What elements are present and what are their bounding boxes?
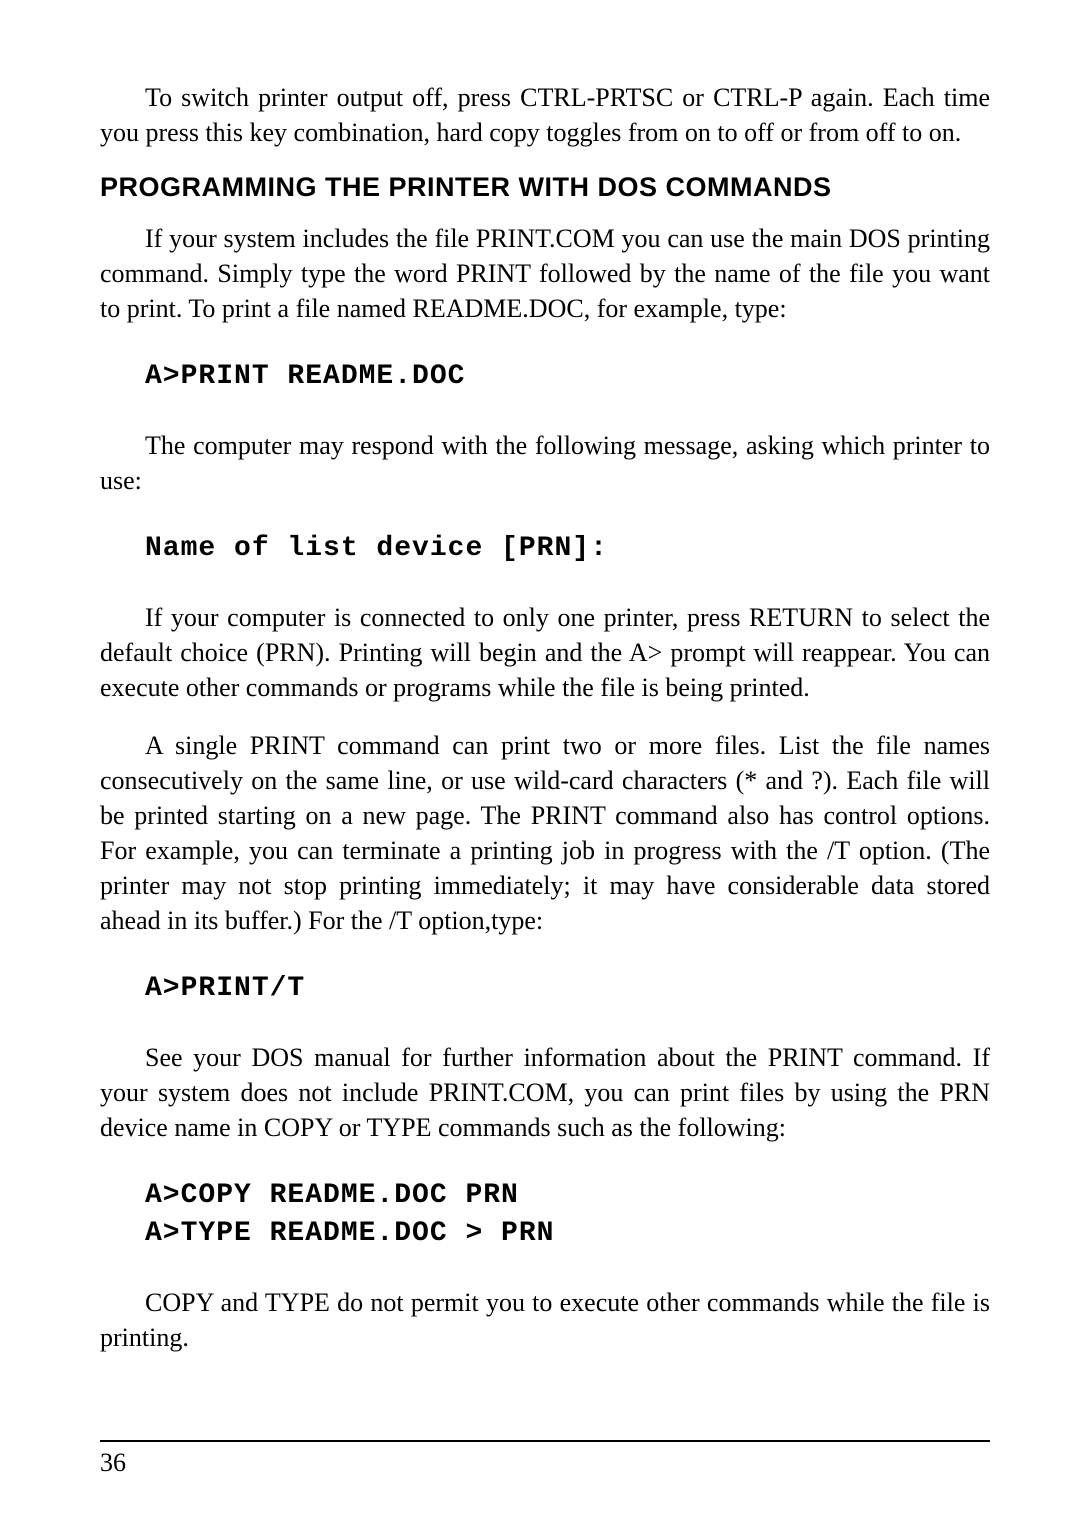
intro-paragraph: To switch printer output off, press CTRL…: [100, 80, 990, 150]
paragraph-4: A single PRINT command can print two or …: [100, 728, 990, 939]
page-footer: 36: [100, 1440, 990, 1478]
section-heading: PROGRAMMING THE PRINTER WITH DOS COMMAND…: [100, 172, 990, 203]
code-block-1: A>PRINT README.DOC: [145, 358, 990, 396]
paragraph-5: See your DOS manual for further informat…: [100, 1040, 990, 1145]
paragraph-1: If your system includes the file PRINT.C…: [100, 221, 990, 326]
page-number: 36: [100, 1448, 990, 1478]
paragraph-6: COPY and TYPE do not permit you to execu…: [100, 1285, 990, 1355]
code-block-3: A>PRINT/T: [145, 970, 990, 1008]
footer-rule: [100, 1440, 990, 1442]
paragraph-2: The computer may respond with the follow…: [100, 428, 990, 498]
code-block-4: A>COPY README.DOC PRN A>TYPE README.DOC …: [145, 1177, 990, 1253]
paragraph-3: If your computer is connected to only on…: [100, 600, 990, 705]
code-block-2: Name of list device [PRN]:: [145, 530, 990, 568]
